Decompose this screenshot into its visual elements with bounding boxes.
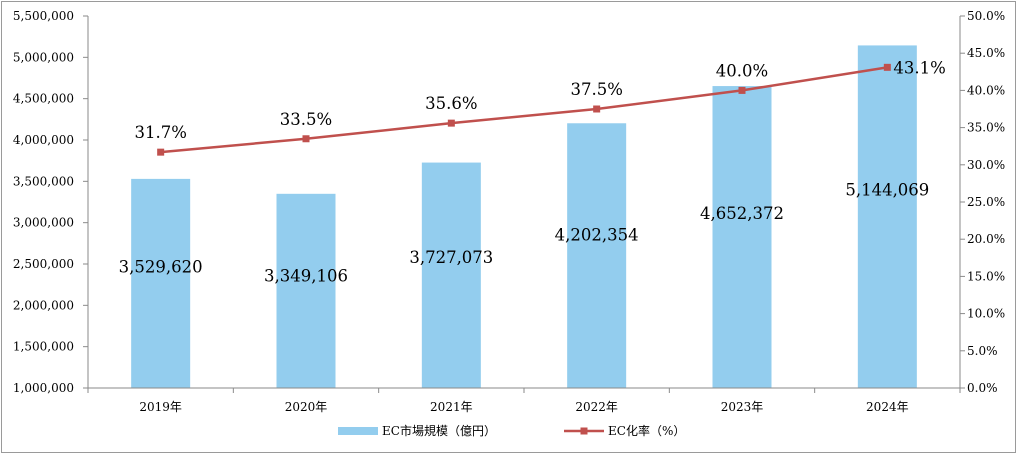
right-axis-ticks: 0.0% 5.0% 10.0% 15.0% 20.0% 25.0% 30.0% 35.0% 40… [960, 9, 1005, 395]
legend-bar-label: EC市場規模（億円） [382, 423, 496, 438]
rate-value-label: 37.5% [570, 80, 622, 99]
rate-value-label: 31.7% [134, 123, 186, 142]
right-tick-label: 0.0% [967, 381, 998, 395]
rate-value-label: 33.5% [280, 110, 332, 129]
left-tick-label: 2,500,000 [13, 257, 74, 271]
x-tick-label: 2019年 [139, 400, 182, 414]
left-tick-label: 2,000,000 [13, 298, 74, 312]
right-tick-label: 50.0% [967, 9, 1005, 23]
legend: EC市場規模（億円） EC化率（%） [338, 423, 685, 438]
x-tick-label: 2021年 [430, 400, 473, 414]
left-tick-label: 5,500,000 [13, 9, 74, 23]
right-tick-label: 10.0% [967, 307, 1005, 321]
x-tick-label: 2020年 [285, 400, 328, 414]
rate-marker [447, 119, 455, 127]
rate-data-labels: 31.7% 33.5% 35.6% 37.5% 40.0% 43.1% [134, 58, 945, 142]
left-tick-label: 1,500,000 [13, 340, 74, 354]
rate-marker [302, 135, 310, 143]
x-tick-label: 2023年 [721, 400, 764, 414]
left-tick-label: 5,000,000 [13, 50, 74, 64]
bar-value-label: 5,144,069 [845, 180, 929, 199]
right-tick-label: 5.0% [967, 344, 998, 358]
right-tick-label: 20.0% [967, 232, 1005, 246]
right-tick-label: 15.0% [967, 269, 1005, 283]
right-tick-label: 40.0% [967, 83, 1005, 97]
bar-value-label: 3,529,620 [119, 258, 203, 277]
rate-marker [738, 86, 746, 94]
rate-value-label: 43.1% [893, 58, 945, 77]
rate-value-label: 35.6% [425, 94, 477, 113]
left-tick-label: 3,000,000 [13, 216, 74, 230]
rate-value-label: 40.0% [716, 61, 768, 80]
bar [276, 193, 336, 388]
right-tick-label: 45.0% [967, 46, 1005, 60]
x-axis-ticks: 2019年 2020年 2021年 2022年 2023年 2024年 [87, 388, 961, 414]
bar [131, 178, 191, 388]
bar-value-label: 3,727,073 [409, 248, 493, 267]
right-tick-label: 30.0% [967, 158, 1005, 172]
legend-line-marker [580, 427, 588, 435]
axes [87, 16, 961, 389]
x-tick-label: 2024年 [866, 400, 909, 414]
legend-line-label: EC化率（%） [608, 423, 685, 438]
legend-bar-swatch [338, 427, 378, 435]
right-tick-label: 25.0% [967, 195, 1005, 209]
left-axis-ticks: 1,000,000 1,500,000 2,000,000 2,500,000 3,00… [13, 9, 88, 395]
bar-value-label: 4,202,354 [555, 225, 639, 244]
bar [567, 123, 627, 389]
left-tick-label: 3,500,000 [13, 174, 74, 188]
x-tick-label: 2022年 [575, 400, 618, 414]
rate-marker [593, 105, 601, 113]
bar [857, 45, 917, 388]
line-series [157, 63, 891, 156]
rate-marker [157, 148, 165, 156]
left-tick-label: 4,500,000 [13, 92, 74, 106]
rate-marker [883, 63, 891, 71]
right-tick-label: 35.0% [967, 121, 1005, 135]
bar-value-label: 3,349,106 [264, 266, 348, 285]
rate-line [160, 66, 888, 154]
bar-value-label: 4,652,372 [700, 204, 784, 223]
left-tick-label: 4,000,000 [13, 133, 74, 147]
left-tick-label: 1,000,000 [13, 381, 74, 395]
bar [421, 162, 481, 388]
bar-data-labels: 3,529,620 3,349,106 3,727,073 4,202,354 4,65… [119, 180, 930, 285]
bar-series [131, 45, 917, 389]
bar [712, 86, 772, 388]
